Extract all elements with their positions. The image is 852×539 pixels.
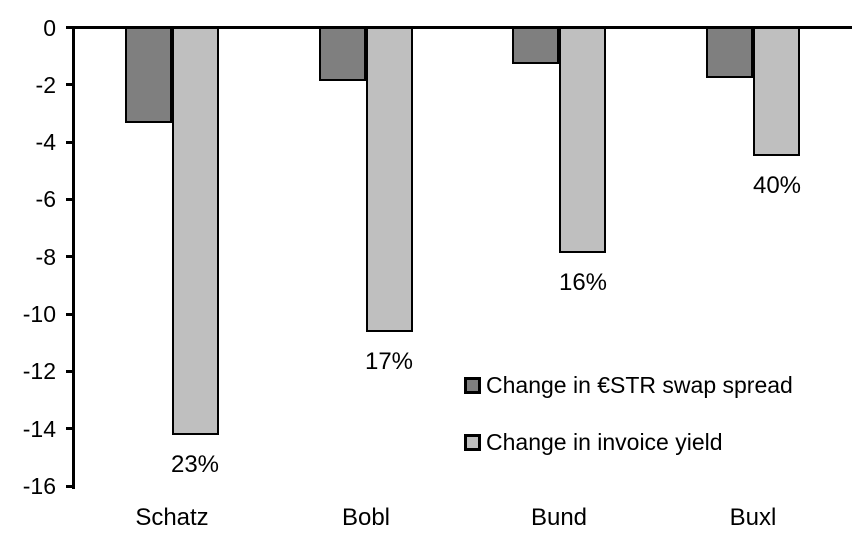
legend-swatch-swap-spread-icon (464, 376, 481, 394)
category-label-bobl: Bobl (341, 504, 391, 531)
y-tick-label: -6 (35, 186, 56, 212)
category-label-schatz: Schatz (135, 504, 209, 531)
y-tick-mark (66, 255, 75, 258)
y-tick-label: -8 (35, 244, 56, 270)
bar-value-label: 16% (558, 269, 608, 296)
bar-bobl-swap-spread (319, 27, 366, 81)
y-tick-mark (66, 485, 75, 488)
bar-buxl-invoice-yield (753, 27, 800, 156)
bar-buxl-swap-spread (706, 27, 753, 78)
bar-bund-invoice-yield (559, 27, 606, 253)
y-tick-mark (66, 313, 75, 316)
y-tick-label: -10 (22, 301, 56, 327)
y-tick-label: -12 (22, 358, 56, 384)
y-tick-label: -14 (22, 416, 56, 442)
y-tick-mark (66, 370, 75, 373)
legend-swatch-invoice-yield-icon (464, 433, 481, 451)
y-tick-label: -16 (22, 473, 56, 499)
y-tick-label: 0 (43, 15, 56, 41)
legend-label-invoice-yield: Change in invoice yield (486, 429, 723, 455)
bar-schatz-swap-spread (125, 27, 172, 123)
legend-item-swap-spread: Change in €STR swap spread (464, 372, 793, 398)
x-axis-zero-line (66, 26, 852, 29)
y-tick-mark (66, 427, 75, 430)
bar-value-label: 23% (170, 451, 220, 478)
legend-label-swap-spread: Change in €STR swap spread (486, 372, 793, 398)
bar-bobl-invoice-yield (366, 27, 413, 332)
y-tick-label: -4 (35, 129, 56, 155)
bar-value-label: 40% (752, 172, 802, 199)
category-label-bund: Bund (530, 504, 588, 531)
category-label-buxl: Buxl (729, 504, 777, 531)
y-tick-mark (66, 141, 75, 144)
y-tick-mark (66, 83, 75, 86)
y-tick-mark (66, 198, 75, 201)
bar-value-label: 17% (364, 348, 414, 375)
legend-item-invoice-yield: Change in invoice yield (464, 429, 793, 455)
bar-schatz-invoice-yield (172, 27, 219, 435)
bar-bund-swap-spread (512, 27, 559, 64)
y-tick-label: -2 (35, 72, 56, 98)
chart-legend: Change in €STR swap spread Change in inv… (464, 372, 793, 486)
